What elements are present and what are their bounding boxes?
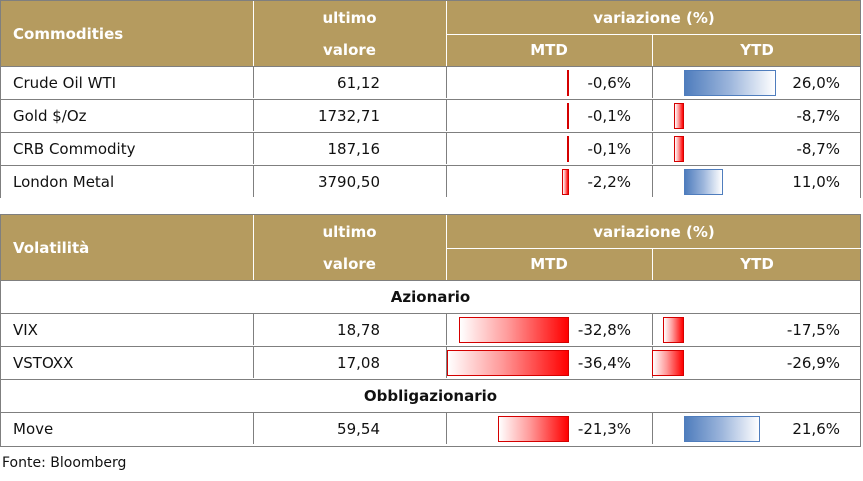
table-row: Move 59,54 -21,3% 21,6% (1, 412, 860, 445)
table-row: Crude Oil WTI 61,12 -0,6% 26,0% (1, 66, 860, 99)
last-value: 1732,71 (317, 106, 380, 125)
instrument-name: Gold $/Oz (13, 106, 87, 125)
commodities-table: Commodities ultimo valore variazione (%)… (0, 0, 862, 198)
instrument-name: CRB Commodity (13, 139, 136, 158)
volatility-label: Volatilità (13, 238, 90, 257)
ytd-change: -8,7% (796, 139, 840, 158)
ytd-change: 11,0% (792, 172, 840, 191)
ultimo-header: ultimo (322, 222, 377, 241)
section-title: Azionario (1, 280, 860, 313)
valore-header: valore (323, 255, 376, 273)
mtd-change: -32,8% (577, 320, 631, 339)
mtd-bar (567, 103, 569, 129)
mtd-header: MTD (530, 41, 568, 59)
last-value: 3790,50 (317, 172, 380, 191)
instrument-name: Move (13, 419, 54, 438)
last-value: 17,08 (337, 353, 380, 372)
ytd-bar (673, 136, 684, 162)
instrument-name: Crude Oil WTI (13, 73, 116, 92)
ytd-change: -26,9% (786, 353, 840, 372)
volatility-header: Volatilità ultimo valore variazione (%) … (1, 215, 862, 280)
table-row: London Metal 3790,50 -2,2% 11,0% (1, 165, 860, 198)
table-row: VSTOXX 17,08 -36,4% -26,9% (1, 346, 860, 379)
mtd-bar (497, 416, 569, 442)
mtd-change: -0,6% (587, 73, 631, 92)
ytd-change: 21,6% (792, 419, 840, 438)
section-title: Obbligazionario (1, 379, 860, 412)
commodities-label: Commodities (13, 24, 124, 43)
instrument-name: VIX (13, 320, 38, 339)
ytd-bar (673, 103, 684, 129)
source-note: Fonte: Bloomberg (2, 455, 127, 471)
mtd-bar (447, 350, 569, 376)
variazione-header: variazione (%) (593, 8, 715, 27)
mtd-change: -21,3% (577, 419, 631, 438)
mtd-bar (567, 136, 569, 162)
last-value: 187,16 (327, 139, 381, 158)
variazione-header: variazione (%) (593, 222, 715, 241)
ytd-bar (684, 169, 723, 195)
mtd-bar (459, 317, 569, 343)
table-row: Gold $/Oz 1732,71 -0,1% -8,7% (1, 99, 860, 132)
table-row: CRB Commodity 187,16 -0,1% -8,7% (1, 132, 860, 165)
ytd-header: YTD (740, 41, 774, 59)
ytd-bar (684, 416, 761, 442)
mtd-bar (566, 70, 569, 96)
ytd-change: 26,0% (792, 73, 840, 92)
last-value: 18,78 (337, 320, 380, 339)
ytd-change: -17,5% (786, 320, 840, 339)
ytd-change: -8,7% (796, 106, 840, 125)
mtd-change: -0,1% (587, 106, 631, 125)
mtd-bar (561, 169, 569, 195)
mtd-change: -36,4% (577, 353, 631, 372)
ultimo-header: ultimo (322, 8, 377, 27)
ytd-bar (684, 70, 776, 96)
volatility-table: Volatilità ultimo valore variazione (%) … (0, 214, 862, 447)
ytd-bar (652, 350, 684, 376)
ytd-header: YTD (740, 255, 774, 273)
mtd-change: -0,1% (587, 139, 631, 158)
ytd-bar (663, 317, 684, 343)
mtd-change: -2,2% (587, 172, 631, 191)
table-row: VIX 18,78 -32,8% -17,5% (1, 313, 860, 346)
mtd-header: MTD (530, 255, 568, 273)
last-value: 59,54 (337, 419, 380, 438)
instrument-name: VSTOXX (13, 353, 74, 372)
commodities-header: Commodities ultimo valore variazione (%)… (1, 1, 862, 66)
instrument-name: London Metal (13, 172, 115, 191)
valore-header: valore (323, 41, 376, 59)
last-value: 61,12 (337, 73, 380, 92)
